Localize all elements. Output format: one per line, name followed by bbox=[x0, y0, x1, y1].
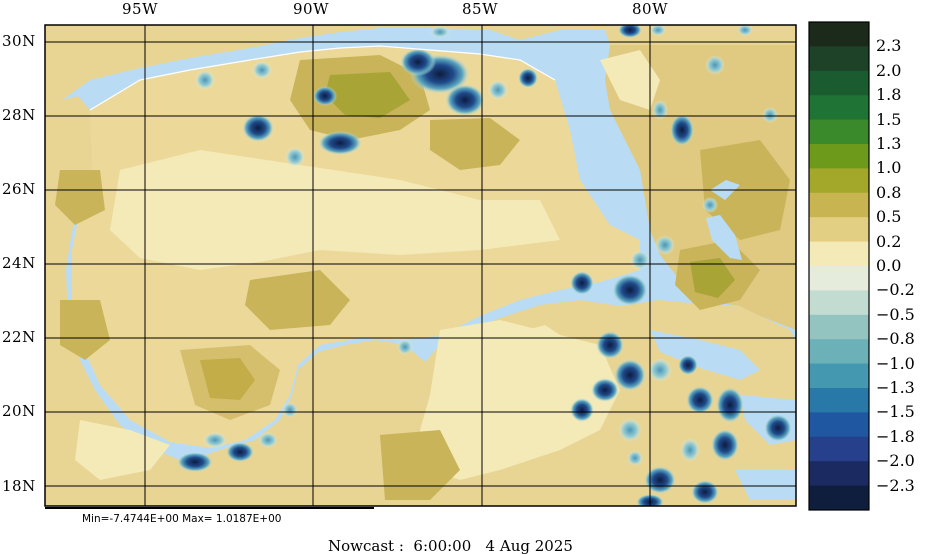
colorbar-frame bbox=[808, 21, 870, 511]
land-mexico bbox=[45, 96, 428, 506]
light-band-4 bbox=[75, 420, 170, 480]
colorbar-swatch bbox=[809, 46, 869, 72]
colorbar-swatch bbox=[809, 70, 869, 96]
map-frame bbox=[44, 24, 797, 507]
colorbar-swatch bbox=[809, 95, 869, 121]
colorbar-label: 2.3 bbox=[876, 36, 902, 56]
lat-label-30n: 30N bbox=[2, 32, 36, 50]
dark-patch-7 bbox=[380, 430, 460, 500]
lake-3 bbox=[650, 330, 760, 380]
light-band-3 bbox=[420, 320, 620, 480]
colorbar-label: 1.3 bbox=[876, 134, 902, 153]
colorbar-label: 0.5 bbox=[876, 207, 902, 227]
colorbar-label: 1.5 bbox=[876, 109, 902, 129]
colorbar-label: −2.3 bbox=[876, 475, 915, 495]
lat-label-24n: 24N bbox=[2, 254, 36, 272]
colorbar-label: 0.0 bbox=[876, 256, 902, 275]
lon-label-95w: 95W bbox=[122, 0, 159, 18]
colorbar-swatch bbox=[809, 388, 869, 413]
land-north-coast bbox=[45, 25, 796, 112]
colorbar-swatch bbox=[809, 192, 869, 218]
dark-patch-4 bbox=[55, 170, 105, 225]
colorbar-swatch bbox=[809, 241, 869, 267]
colorbar-swatch bbox=[809, 339, 869, 365]
colorbar-swatch bbox=[809, 217, 869, 243]
colorbar-swatch bbox=[809, 412, 869, 438]
lat-label-22n: 22N bbox=[2, 328, 36, 346]
colorbar-label: −2.0 bbox=[876, 451, 915, 471]
lon-label-90w: 90W bbox=[293, 0, 330, 18]
colorbar-label: −1.3 bbox=[876, 378, 915, 397]
light-band-6 bbox=[490, 325, 575, 380]
colorbar-label: −0.8 bbox=[876, 329, 915, 349]
colorbar-label: −0.2 bbox=[876, 280, 915, 300]
dark-patch-10 bbox=[690, 258, 735, 298]
colorbar-label: −1.8 bbox=[876, 426, 915, 446]
colorbar-swatch bbox=[809, 314, 869, 340]
colorbar-swatch bbox=[809, 266, 869, 291]
lon-label-80w: 80W bbox=[632, 0, 669, 18]
colorbar-swatch bbox=[809, 22, 869, 47]
colorbar-label: 0.8 bbox=[876, 182, 902, 202]
anomaly-blobs bbox=[177, 25, 792, 506]
light-band-2 bbox=[330, 190, 470, 240]
colorbar-label: 0.2 bbox=[876, 231, 902, 251]
map-gridlines bbox=[45, 25, 796, 506]
dark-patch-8 bbox=[245, 270, 350, 330]
min-max-stats: Min=-7.4744E+00 Max= 1.0187E+00 bbox=[82, 513, 282, 525]
lat-label-26n: 26N bbox=[2, 180, 36, 198]
colorbar-swatch bbox=[809, 119, 869, 145]
lake-5 bbox=[735, 470, 796, 500]
nowcast-timestamp: Nowcast : 6:00:00 4 Aug 2025 bbox=[328, 537, 573, 555]
lat-label-28n: 28N bbox=[2, 106, 36, 124]
dark-patch-6 bbox=[200, 358, 255, 400]
colorbar-swatch bbox=[809, 168, 869, 194]
colorbar-label: 1.8 bbox=[876, 85, 902, 105]
colorbar-label: −1.0 bbox=[876, 353, 915, 373]
coastline-outline bbox=[89, 45, 556, 111]
dark-patch-2 bbox=[325, 72, 410, 118]
colorbar-swatch bbox=[809, 485, 869, 511]
colorbar-label: −0.5 bbox=[876, 304, 915, 324]
dark-patch-12 bbox=[60, 300, 110, 360]
colorbar bbox=[808, 21, 870, 511]
light-band-5 bbox=[600, 50, 660, 110]
lat-label-20n: 20N bbox=[2, 402, 36, 420]
map-plot-area bbox=[45, 25, 796, 506]
dark-patch-3 bbox=[430, 118, 520, 170]
colorbar-label: 2.0 bbox=[876, 60, 902, 80]
colorbar-swatch bbox=[809, 144, 869, 169]
colorbar-swatch bbox=[809, 436, 869, 462]
colorbar-swatch bbox=[809, 290, 869, 316]
lat-label-18n: 18N bbox=[2, 477, 36, 495]
colorbar-swatch bbox=[809, 461, 869, 487]
lake-1 bbox=[706, 215, 742, 260]
colorbar-label: 1.0 bbox=[876, 158, 902, 178]
lon-label-85w: 85W bbox=[462, 0, 499, 18]
colorbar-swatch bbox=[809, 363, 869, 389]
colorbar-label: −1.5 bbox=[876, 402, 915, 422]
